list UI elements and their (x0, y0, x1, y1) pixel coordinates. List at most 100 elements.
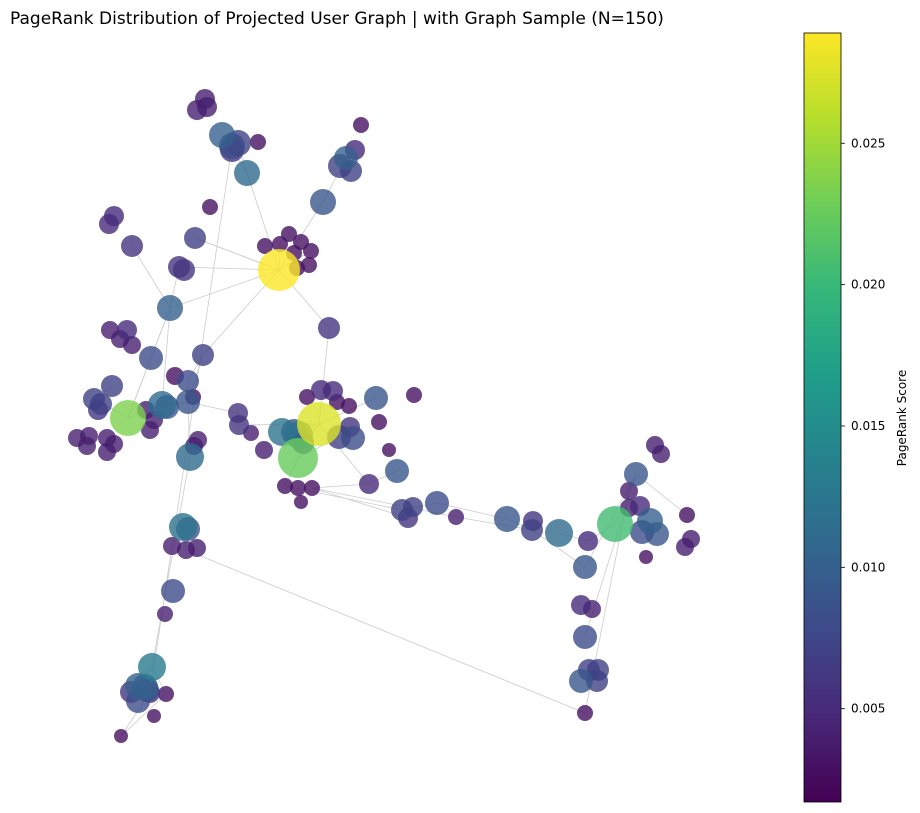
graph-node (573, 555, 597, 579)
graph-node (297, 402, 341, 446)
graph-node (294, 495, 308, 509)
graph-node (209, 122, 235, 148)
graph-node (147, 709, 161, 723)
chart-title: PageRank Distribution of Projected User … (10, 9, 664, 29)
graph-node (359, 474, 379, 494)
graph-node (101, 375, 123, 397)
graph-edge (185, 549, 586, 714)
graph-node (157, 606, 173, 622)
graph-node (290, 480, 306, 496)
graph-node (679, 507, 695, 523)
colorbar-label: PageRank Score (895, 370, 909, 466)
graph-node (310, 189, 336, 215)
graph-node (301, 257, 317, 273)
graph-node (255, 441, 273, 459)
graph-edges (93, 134, 688, 737)
graph-node (371, 414, 387, 430)
graph-node (90, 393, 112, 415)
graph-node (176, 390, 200, 414)
graph-node (123, 336, 141, 354)
colorbar-gradient (804, 33, 841, 802)
graph-node (624, 462, 648, 486)
colorbar-tick-label: 0.020 (851, 278, 885, 292)
graph-node (158, 686, 174, 702)
graph-edge (151, 456, 191, 668)
graph-node (652, 445, 670, 463)
graph-node (425, 491, 449, 515)
graph-node (121, 235, 143, 257)
graph-node (304, 480, 320, 496)
graph-node (278, 438, 318, 478)
graph-node (117, 320, 137, 340)
graph-node (334, 146, 358, 170)
graph-node (277, 478, 293, 494)
graph-node (448, 509, 464, 525)
graph-node (163, 537, 181, 555)
graph-node (597, 506, 633, 542)
graph-edge (149, 145, 233, 694)
graph-node (385, 459, 409, 483)
graph-edge (455, 516, 533, 531)
colorbar-tick-label: 0.025 (851, 136, 885, 150)
graph-edge (161, 307, 171, 406)
graph-node (234, 160, 260, 186)
colorbar-ticks: 0.005 0.010 0.015 0.020 0.025 (841, 136, 885, 716)
graph-node (250, 134, 266, 150)
graph-node (573, 625, 597, 649)
graph-node (114, 729, 128, 743)
colorbar: 0.005 0.010 0.015 0.020 0.025 PageRank Score (803, 32, 909, 803)
graph-node (406, 387, 422, 403)
graph-node (176, 443, 204, 471)
graph-node (323, 381, 343, 401)
graph-node (281, 226, 297, 242)
colorbar-frame (803, 32, 842, 803)
graph-node (521, 519, 543, 541)
graph-node (353, 117, 369, 133)
graph-node (148, 391, 176, 419)
graph-node (341, 426, 365, 450)
graph-node (620, 482, 638, 500)
graph-node (99, 214, 119, 234)
graph-node (299, 389, 315, 405)
graph-node (173, 259, 195, 281)
graph-node (571, 595, 591, 615)
graph-node (184, 227, 206, 249)
colorbar-tick-label: 0.010 (851, 560, 885, 574)
graph-node (637, 508, 663, 534)
colorbar-tick-label: 0.005 (851, 702, 885, 716)
graph-node (257, 238, 273, 254)
graph-node (110, 400, 146, 436)
graph-nodes (68, 89, 700, 743)
colorbar-tick-label: 0.015 (851, 419, 885, 433)
graph-node (341, 398, 357, 414)
graph-node (188, 539, 206, 557)
graph-node (569, 669, 593, 693)
graph-node (169, 513, 197, 541)
graph-node (229, 415, 249, 435)
graph-node (202, 199, 218, 215)
graph-node (382, 443, 396, 457)
graph-node (138, 653, 166, 681)
graph-node (303, 243, 319, 259)
graph-node (258, 249, 300, 291)
graph-node (577, 705, 593, 721)
graph-edge (120, 693, 167, 737)
graph-node (578, 531, 598, 551)
graph-node (197, 97, 217, 117)
graph-node (139, 346, 163, 370)
graph-node (639, 550, 653, 564)
graph-node (78, 437, 96, 455)
graph-node (192, 344, 214, 366)
graph-node (318, 317, 340, 339)
graph-node (268, 418, 296, 446)
graph-node (141, 421, 159, 439)
graph-node (676, 538, 694, 556)
graph-node (177, 370, 199, 392)
graph-node (494, 506, 520, 532)
graph-node (98, 443, 116, 461)
graph-node (403, 497, 423, 517)
graph-node (157, 295, 183, 321)
graph-node (545, 519, 573, 547)
graph-node (364, 386, 388, 410)
